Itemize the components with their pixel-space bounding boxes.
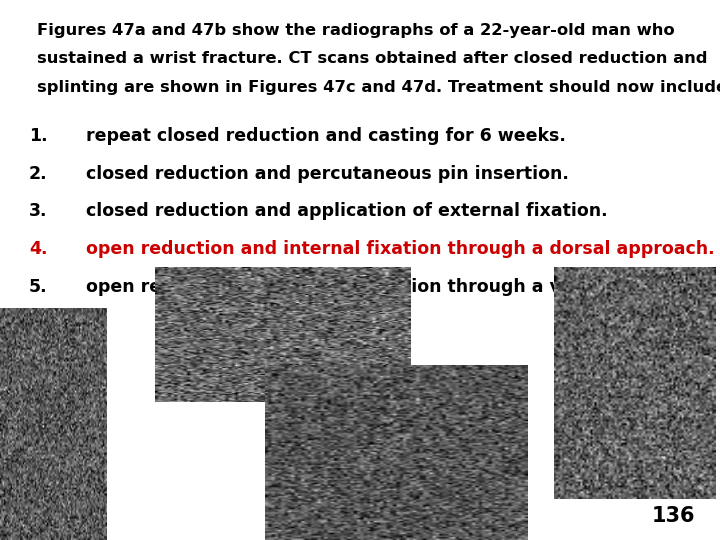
Text: splinting are shown in Figures 47c and 47d. Treatment should now include: splinting are shown in Figures 47c and 4…: [37, 80, 720, 95]
Text: Figures 47a and 47b show the radiographs of a 22-year-old man who: Figures 47a and 47b show the radiographs…: [37, 23, 675, 38]
Text: open reduction and internal fixation through a volar approach.: open reduction and internal fixation thr…: [86, 278, 703, 296]
Text: 136: 136: [652, 507, 695, 526]
Text: 2.: 2.: [29, 165, 48, 183]
Text: sustained a wrist fracture. CT scans obtained after closed reduction and: sustained a wrist fracture. CT scans obt…: [37, 51, 708, 66]
Text: 4.: 4.: [29, 240, 48, 258]
Text: closed reduction and percutaneous pin insertion.: closed reduction and percutaneous pin in…: [86, 165, 570, 183]
Text: open reduction and internal fixation through a dorsal approach.: open reduction and internal fixation thr…: [86, 240, 715, 258]
Text: closed reduction and application of external fixation.: closed reduction and application of exte…: [86, 202, 608, 220]
Text: repeat closed reduction and casting for 6 weeks.: repeat closed reduction and casting for …: [86, 127, 566, 145]
Text: 5.: 5.: [29, 278, 48, 296]
Text: 3.: 3.: [29, 202, 48, 220]
Text: 1.: 1.: [29, 127, 48, 145]
